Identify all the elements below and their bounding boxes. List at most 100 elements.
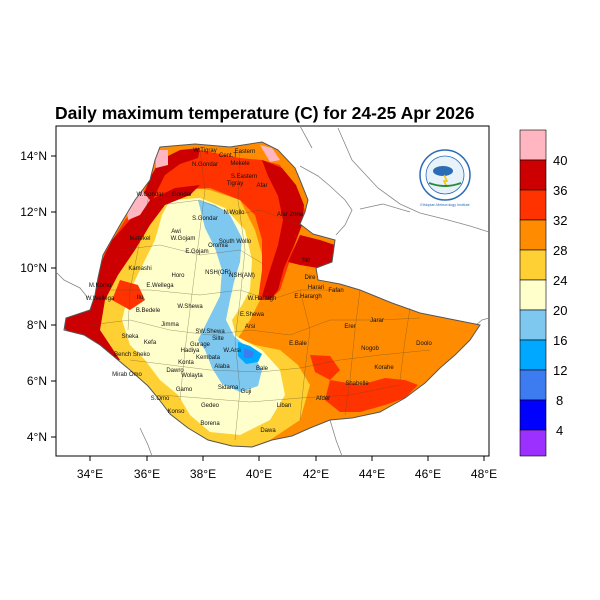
lat-tick-label: 10°N xyxy=(20,261,47,275)
region-label: W.Gojam xyxy=(171,236,196,242)
region-label: Silte xyxy=(212,336,224,342)
region-label: NSH(OR) xyxy=(205,270,231,276)
region-label: Fafan xyxy=(328,288,343,294)
lon-tick-label: 46°E xyxy=(415,467,441,481)
region-label: Horo xyxy=(171,273,185,279)
region-label: Harari xyxy=(308,285,324,291)
lon-tick-label: 38°E xyxy=(190,467,216,481)
lat-tick-label: 14°N xyxy=(20,149,47,163)
region-label: Korahe xyxy=(374,365,394,371)
region-label: Dire xyxy=(304,275,316,281)
region-label: Bale xyxy=(256,366,269,372)
logo-lightning-icon xyxy=(442,174,449,188)
lat-tick-label: 8°N xyxy=(27,318,47,332)
colorbar-swatch xyxy=(519,309,547,341)
region-label: Dawro xyxy=(166,368,184,374)
colorbar-swatch xyxy=(519,399,547,431)
colorbar-swatch xyxy=(519,189,547,221)
logo-ground-icon xyxy=(428,182,462,187)
colorbar-label: 24 xyxy=(553,273,567,288)
region-label: Siti xyxy=(302,258,310,264)
region-label: Kembata xyxy=(196,355,221,361)
institute-logo: Ethiopian Meteorology Institute xyxy=(419,149,471,207)
colorbar-swatch xyxy=(519,339,547,371)
ethiopia-border xyxy=(63,141,481,448)
region-label: W.Arsi xyxy=(223,348,240,354)
colorbar-label: 4 xyxy=(556,423,563,438)
region-label: E.Bale xyxy=(289,341,307,347)
region-label: Borena xyxy=(200,421,220,427)
colorbar-swatch xyxy=(519,219,547,251)
colorbar-swatch xyxy=(519,369,547,401)
region-label: W.Tigray xyxy=(193,148,216,154)
region-label: S.Eastern xyxy=(231,174,257,180)
region-label: Metekel xyxy=(129,236,150,242)
region-label: W.Shewa xyxy=(177,304,203,310)
region-label: Mirab Omo xyxy=(112,372,142,378)
region-label: Bench Sheko xyxy=(114,352,150,358)
logo-text: Ethiopian Meteorology Institute xyxy=(420,203,469,207)
lat-tick-label: 6°N xyxy=(27,374,47,388)
region-label: Nogob xyxy=(361,346,379,352)
region-label: Afar Zone xyxy=(277,212,304,218)
region-label: Sheka xyxy=(121,334,139,340)
region-label: SW.Shewa xyxy=(195,329,225,335)
region-label: Afder xyxy=(316,396,330,402)
colorbar-swatch xyxy=(519,279,547,311)
region-label: E.Gojam xyxy=(185,249,208,255)
region-label: Sidama xyxy=(218,385,239,391)
region-label: W.Wellega xyxy=(86,296,115,302)
region-label: Cent.T xyxy=(219,153,237,159)
region-label: Kefa xyxy=(144,340,157,346)
zone-boundaries xyxy=(89,149,431,441)
region-label: M.Komo xyxy=(89,283,112,289)
region-label: Dawa xyxy=(260,428,276,434)
region-label: Gedeo xyxy=(201,403,220,409)
region-label: S.Omo xyxy=(151,396,170,402)
region-label: Konso xyxy=(167,409,185,415)
region-label: Awi xyxy=(171,229,181,235)
region-label: Guji xyxy=(241,389,252,395)
region-label: Afar xyxy=(256,183,267,189)
region-label: Konta xyxy=(178,360,194,366)
region-label: E.Harargh xyxy=(294,294,321,300)
region-label: Gamo xyxy=(176,387,193,393)
region-label: Gondar xyxy=(172,192,192,198)
region-label: Arsi xyxy=(245,324,255,330)
region-label: B.Bedele xyxy=(136,308,161,314)
region-label: Jarar xyxy=(370,318,384,324)
region-label: Alaba xyxy=(214,364,230,370)
colorbar-label: 12 xyxy=(553,363,567,378)
region-label: NSH(AM) xyxy=(229,273,255,279)
region-label: Erer xyxy=(344,324,355,330)
lon-tick-label: 42°E xyxy=(303,467,329,481)
region-label: Jimma xyxy=(161,322,179,328)
region-label: Hadiya xyxy=(181,348,200,354)
region-label: Ilu xyxy=(137,295,143,301)
colorbar-label: 16 xyxy=(553,333,567,348)
colorbar-label: 20 xyxy=(553,303,567,318)
map-title: Daily maximum temperature (C) for 24-25 … xyxy=(55,103,475,123)
colorbar-label: 32 xyxy=(553,213,567,228)
region-label: Liban xyxy=(277,403,292,409)
colorbar-label: 28 xyxy=(553,243,567,258)
lon-tick-label: 36°E xyxy=(134,467,160,481)
logo-cloud-icon xyxy=(433,166,453,176)
region-label: N.Gondar xyxy=(192,162,218,168)
colorbar-label: 36 xyxy=(553,183,567,198)
colorbar: 40 36 32 28 24 20 16 12 8 4 xyxy=(519,129,567,457)
region-label: Tigray xyxy=(227,181,243,187)
colorbar-label: 40 xyxy=(553,153,567,168)
region-label: Wolayta xyxy=(181,373,203,379)
region-label: Gurage xyxy=(190,342,211,348)
lat-tick-label: 12°N xyxy=(20,205,47,219)
colorbar-label: 8 xyxy=(556,393,563,408)
region-label: S.Gondar xyxy=(192,216,218,222)
region-label: Eastern xyxy=(235,149,256,155)
region-label: N.Wollo xyxy=(224,210,246,216)
colorbar-swatch xyxy=(519,159,547,191)
region-label: Doolo xyxy=(416,341,432,347)
region-label: South Wollo xyxy=(219,239,252,245)
